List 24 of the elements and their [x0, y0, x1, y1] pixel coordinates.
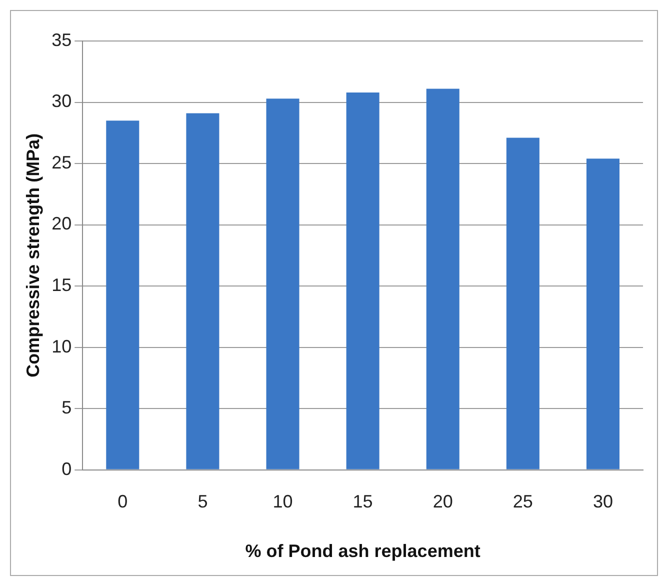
y-tick-label: 35 — [52, 30, 72, 50]
x-tick-label: 30 — [592, 492, 613, 512]
y-tick-label: 0 — [62, 458, 72, 479]
bar — [586, 158, 620, 470]
x-tick-label: 5 — [198, 492, 208, 512]
x-tick-label: 15 — [352, 492, 373, 512]
x-axis-title: % of Pond ash replacement — [245, 541, 480, 562]
y-axis-title: Compressive strength (MPa) — [22, 133, 43, 378]
bar — [186, 113, 220, 470]
bar — [346, 92, 380, 470]
bar — [506, 138, 540, 470]
y-tick-label: 10 — [52, 336, 72, 356]
x-tick-label: 0 — [118, 492, 128, 512]
x-tick-label: 25 — [512, 492, 533, 512]
y-tick-label: 20 — [52, 214, 72, 234]
bar — [266, 98, 300, 470]
bar — [106, 120, 140, 470]
y-tick-label: 15 — [52, 274, 72, 295]
bar — [426, 88, 460, 470]
y-tick-label: 30 — [52, 91, 72, 112]
x-tick-label: 10 — [272, 492, 293, 512]
x-tick-label: 20 — [432, 492, 453, 512]
y-tick-label: 25 — [52, 152, 72, 172]
y-tick-label: 5 — [62, 398, 72, 418]
